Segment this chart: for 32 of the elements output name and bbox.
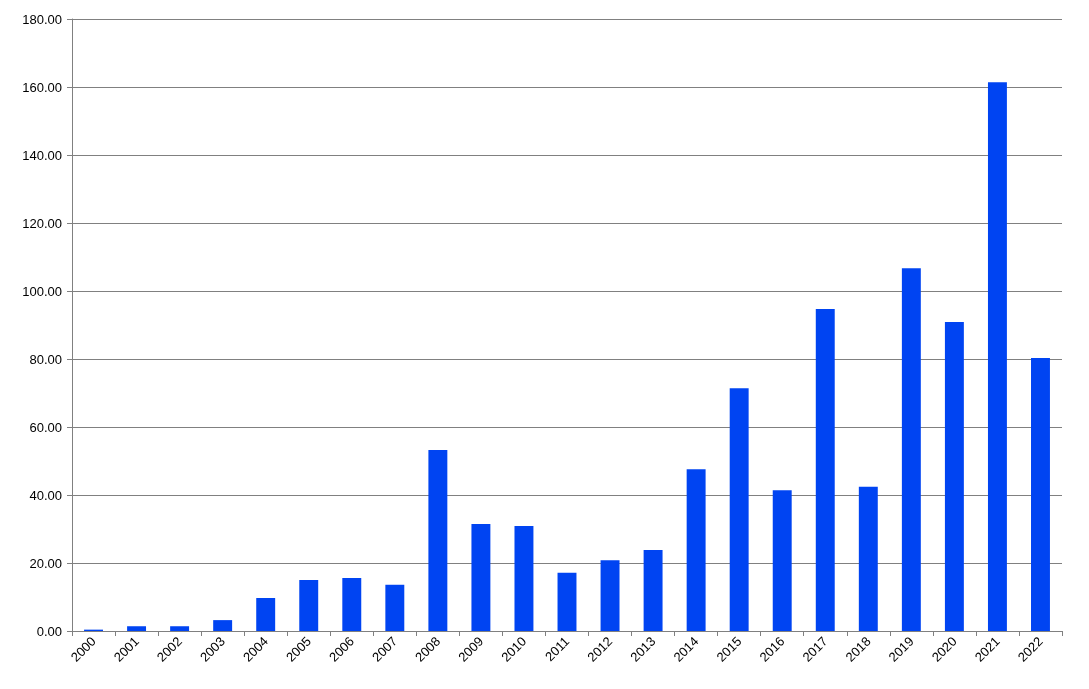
bar bbox=[600, 560, 620, 631]
bar bbox=[213, 620, 233, 631]
bar bbox=[729, 388, 749, 631]
bar bbox=[428, 450, 448, 631]
bar bbox=[342, 577, 362, 631]
y-tick-label: 120.00 bbox=[22, 215, 62, 231]
bar bbox=[256, 598, 276, 631]
bar bbox=[686, 469, 706, 631]
y-tick-label: 0.00 bbox=[36, 623, 62, 639]
bar bbox=[170, 626, 190, 631]
bar bbox=[858, 486, 878, 631]
bar bbox=[772, 490, 792, 631]
y-tick-label: 140.00 bbox=[22, 147, 62, 163]
bar bbox=[471, 523, 491, 631]
bar bbox=[643, 550, 663, 631]
bar bbox=[385, 584, 405, 631]
y-tick-label: 80.00 bbox=[29, 351, 62, 367]
y-tick-label: 100.00 bbox=[22, 283, 62, 299]
bar bbox=[987, 82, 1007, 631]
bar bbox=[299, 580, 319, 631]
bar bbox=[1031, 357, 1050, 631]
y-tick-label: 60.00 bbox=[29, 419, 62, 435]
bar bbox=[557, 572, 577, 631]
bar bbox=[514, 525, 534, 631]
bar bbox=[127, 626, 147, 631]
bar bbox=[901, 268, 921, 631]
y-tick-label: 180.00 bbox=[22, 11, 62, 27]
y-tick-label: 160.00 bbox=[22, 79, 62, 95]
bar bbox=[944, 321, 964, 631]
y-tick-label: 40.00 bbox=[29, 487, 62, 503]
bar bbox=[815, 309, 835, 631]
y-tick-label: 20.00 bbox=[29, 555, 62, 571]
